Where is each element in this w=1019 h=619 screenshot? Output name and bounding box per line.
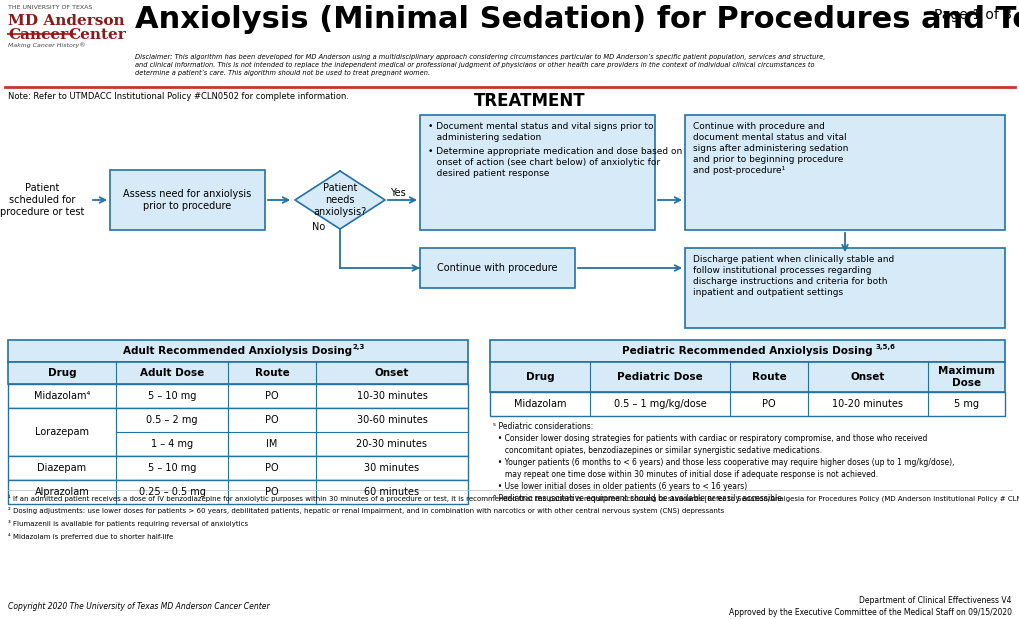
Text: • Determine appropriate medication and dose based on: • Determine appropriate medication and d… <box>428 147 682 156</box>
Text: IM: IM <box>266 439 277 449</box>
Text: 1 – 4 mg: 1 – 4 mg <box>151 439 193 449</box>
Text: and clinical information. This is not intended to replace the independent medica: and clinical information. This is not in… <box>135 62 814 68</box>
Text: MD Anderson: MD Anderson <box>8 14 124 28</box>
Text: Drug: Drug <box>525 372 553 382</box>
FancyBboxPatch shape <box>110 170 265 230</box>
Text: 0.25 – 0.5 mg: 0.25 – 0.5 mg <box>139 487 205 497</box>
Text: Continue with procedure and: Continue with procedure and <box>692 122 824 131</box>
Text: document mental status and vital: document mental status and vital <box>692 133 846 142</box>
Text: Patient
scheduled for
procedure or test: Patient scheduled for procedure or test <box>0 183 85 217</box>
Text: Page 1 of 3: Page 1 of 3 <box>933 8 1011 22</box>
Text: 10-20 minutes: 10-20 minutes <box>832 399 903 409</box>
Text: Center: Center <box>68 28 125 42</box>
Text: Approved by the Executive Committee of the Medical Staff on 09/15/2020: Approved by the Executive Committee of t… <box>729 608 1011 617</box>
Text: 0.5 – 2 mg: 0.5 – 2 mg <box>146 415 198 425</box>
Text: ¹ If an admitted patient receives a dose of IV benzodiazepine for anxiolytic pur: ¹ If an admitted patient receives a dose… <box>8 494 1019 502</box>
Text: determine a patient’s care. This algorithm should not be used to treat pregnant : determine a patient’s care. This algorit… <box>135 70 430 76</box>
Text: 5 – 10 mg: 5 – 10 mg <box>148 391 196 401</box>
Text: THE UNIVERSITY OF TEXAS: THE UNIVERSITY OF TEXAS <box>8 5 92 10</box>
FancyBboxPatch shape <box>8 408 468 456</box>
Text: ⁴ Midazolam is preferred due to shorter half-life: ⁴ Midazolam is preferred due to shorter … <box>8 533 173 540</box>
Text: Maximum
Dose: Maximum Dose <box>937 366 994 387</box>
Text: ⁶ Pediatric resuscitative equipment should be available or easily accessible: ⁶ Pediatric resuscitative equipment shou… <box>492 494 782 503</box>
Text: follow institutional processes regarding: follow institutional processes regarding <box>692 266 870 275</box>
Text: Alprazolam: Alprazolam <box>35 487 90 497</box>
Text: Route: Route <box>751 372 786 382</box>
Text: Assess need for anxiolysis
prior to procedure: Assess need for anxiolysis prior to proc… <box>122 189 251 211</box>
Text: • Use lower initial doses in older patients (6 years to < 16 years): • Use lower initial doses in older patie… <box>492 482 747 491</box>
FancyBboxPatch shape <box>8 384 468 408</box>
Text: Midazolam⁴: Midazolam⁴ <box>34 391 90 401</box>
Text: Diazepam: Diazepam <box>38 463 87 473</box>
Text: 2,3: 2,3 <box>353 344 365 350</box>
Text: 5 – 10 mg: 5 – 10 mg <box>148 463 196 473</box>
FancyBboxPatch shape <box>685 115 1004 230</box>
Text: Pediatric Dose: Pediatric Dose <box>616 372 702 382</box>
Text: ² Dosing adjustments: use lower doses for patients > 60 years, debilitated patie: ² Dosing adjustments: use lower doses fo… <box>8 507 723 514</box>
Text: Route: Route <box>255 368 289 378</box>
Text: 0.5 – 1 mg/kg/dose: 0.5 – 1 mg/kg/dose <box>613 399 706 409</box>
FancyBboxPatch shape <box>489 362 1004 392</box>
Text: PO: PO <box>265 415 278 425</box>
Text: and prior to beginning procedure: and prior to beginning procedure <box>692 155 843 164</box>
Text: inpatient and outpatient settings: inpatient and outpatient settings <box>692 288 843 297</box>
Text: Copyright 2020 The University of Texas MD Anderson Cancer Center: Copyright 2020 The University of Texas M… <box>8 602 269 611</box>
Text: Pediatric Recommended Anxiolysis Dosing: Pediatric Recommended Anxiolysis Dosing <box>622 346 872 356</box>
FancyBboxPatch shape <box>8 362 468 384</box>
Text: desired patient response: desired patient response <box>428 169 549 178</box>
Text: 20-30 minutes: 20-30 minutes <box>357 439 427 449</box>
Text: Disclaimer: This algorithm has been developed for MD Anderson using a multidisci: Disclaimer: This algorithm has been deve… <box>135 54 824 60</box>
FancyBboxPatch shape <box>489 340 1004 362</box>
FancyBboxPatch shape <box>420 115 654 230</box>
FancyBboxPatch shape <box>0 0 1019 95</box>
Text: administering sedation: administering sedation <box>428 133 541 142</box>
Text: 10-30 minutes: 10-30 minutes <box>357 391 427 401</box>
Text: Patient
needs
anxiolysis?: Patient needs anxiolysis? <box>313 183 366 217</box>
FancyBboxPatch shape <box>8 340 468 362</box>
Text: ⁵ Pediatric considerations:: ⁵ Pediatric considerations: <box>492 422 593 431</box>
Text: Lorazepam: Lorazepam <box>35 427 89 437</box>
Text: Anxiolysis (Minimal Sedation) for Procedures and Tests: Anxiolysis (Minimal Sedation) for Proced… <box>135 5 1019 34</box>
Text: • Document mental status and vital signs prior to: • Document mental status and vital signs… <box>428 122 653 131</box>
Text: Discharge patient when clinically stable and: Discharge patient when clinically stable… <box>692 255 894 264</box>
Text: PO: PO <box>265 391 278 401</box>
Text: Note: Refer to UTMDACC Institutional Policy #CLN0502 for complete information.: Note: Refer to UTMDACC Institutional Pol… <box>8 92 348 101</box>
Text: • Younger patients (6 months to < 6 years) and those less cooperative may requir: • Younger patients (6 months to < 6 year… <box>492 458 954 467</box>
FancyBboxPatch shape <box>8 456 468 480</box>
Text: PO: PO <box>761 399 775 409</box>
Text: Department of Clinical Effectiveness V4: Department of Clinical Effectiveness V4 <box>859 596 1011 605</box>
Text: 60 minutes: 60 minutes <box>364 487 419 497</box>
Text: ³ Flumazenil is available for patients requiring reversal of anxiolytics: ³ Flumazenil is available for patients r… <box>8 520 248 527</box>
Text: and post-procedure¹: and post-procedure¹ <box>692 166 785 175</box>
Polygon shape <box>294 171 384 229</box>
Text: Making Cancer History®: Making Cancer History® <box>8 42 86 48</box>
Text: Adult Recommended Anxiolysis Dosing: Adult Recommended Anxiolysis Dosing <box>123 346 353 356</box>
Text: Continue with procedure: Continue with procedure <box>436 263 556 273</box>
Text: signs after administering sedation: signs after administering sedation <box>692 144 848 153</box>
Text: TREATMENT: TREATMENT <box>474 92 585 110</box>
Text: discharge instructions and criteria for both: discharge instructions and criteria for … <box>692 277 887 286</box>
Text: PO: PO <box>265 463 278 473</box>
FancyBboxPatch shape <box>489 392 1004 416</box>
Text: concomitant opiates, benzodiazepines or similar synergistic sedative medications: concomitant opiates, benzodiazepines or … <box>492 446 821 455</box>
Text: Drug: Drug <box>48 368 76 378</box>
Text: Cancer: Cancer <box>8 28 68 42</box>
Text: No: No <box>312 222 325 232</box>
Text: • Consider lower dosing strategies for patients with cardiac or respiratory comp: • Consider lower dosing strategies for p… <box>492 434 926 443</box>
Text: 30-60 minutes: 30-60 minutes <box>357 415 427 425</box>
Text: Midazolam: Midazolam <box>514 399 566 409</box>
Text: 30 minutes: 30 minutes <box>364 463 419 473</box>
Text: onset of action (see chart below) of anxiolytic for: onset of action (see chart below) of anx… <box>428 158 659 167</box>
Text: Onset: Onset <box>850 372 884 382</box>
Text: 5 mg: 5 mg <box>953 399 978 409</box>
Text: PO: PO <box>265 487 278 497</box>
FancyBboxPatch shape <box>8 480 468 504</box>
Text: may repeat one time dose within 30 minutes of initial dose if adequate response : may repeat one time dose within 30 minut… <box>492 470 877 479</box>
Text: Onset: Onset <box>374 368 409 378</box>
FancyBboxPatch shape <box>685 248 1004 328</box>
Text: Adult Dose: Adult Dose <box>140 368 204 378</box>
FancyBboxPatch shape <box>420 248 575 288</box>
Text: 3,5,6: 3,5,6 <box>874 344 895 350</box>
Text: Yes: Yes <box>389 188 406 198</box>
